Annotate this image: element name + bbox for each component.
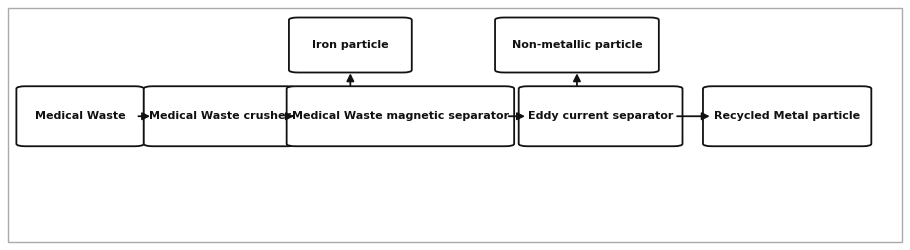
FancyBboxPatch shape xyxy=(495,18,659,72)
Text: Iron particle: Iron particle xyxy=(312,40,389,50)
FancyBboxPatch shape xyxy=(16,86,144,146)
Text: Recycled Metal particle: Recycled Metal particle xyxy=(714,111,860,121)
Text: Eddy current separator: Eddy current separator xyxy=(528,111,673,121)
FancyBboxPatch shape xyxy=(144,86,297,146)
FancyBboxPatch shape xyxy=(287,86,514,146)
FancyBboxPatch shape xyxy=(519,86,682,146)
Text: Medical Waste crusher: Medical Waste crusher xyxy=(149,111,291,121)
FancyBboxPatch shape xyxy=(289,18,411,72)
Text: Medical Waste: Medical Waste xyxy=(35,111,126,121)
Text: Medical Waste magnetic separator: Medical Waste magnetic separator xyxy=(292,111,509,121)
Text: Non-metallic particle: Non-metallic particle xyxy=(511,40,642,50)
FancyBboxPatch shape xyxy=(703,86,872,146)
